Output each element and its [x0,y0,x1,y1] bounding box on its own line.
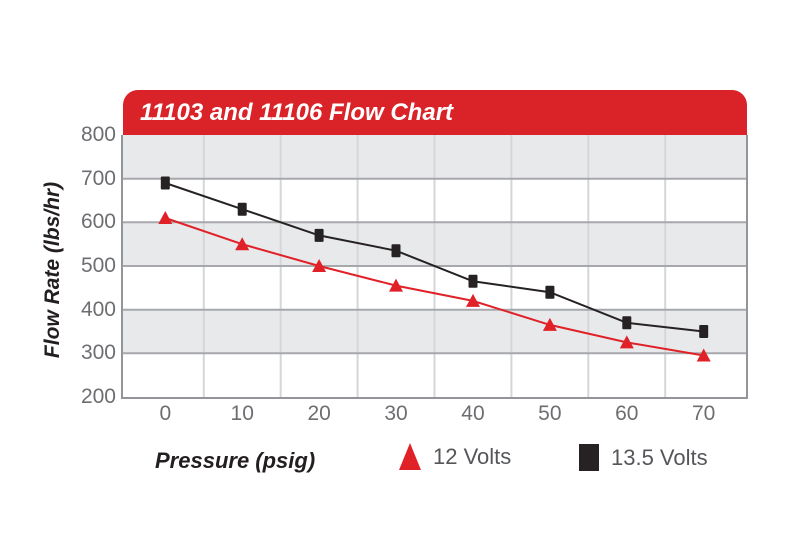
legend-item-13-5-volts: 13.5 Volts [579,444,708,471]
y-tick-label: 600 [80,210,116,234]
square-data-marker [545,285,555,299]
legend-item-12-volts: 12 Volts [399,443,511,470]
triangle-data-marker [619,335,634,349]
y-tick-label: 300 [80,341,116,365]
x-axis-label: Pressure (psig) [155,448,316,473]
triangle-data-marker [466,293,480,307]
chart-title-banner: 11103 and 11106 Flow Chart [123,90,747,136]
x-tick-label: 10 [230,402,254,425]
x-tick-label: 40 [461,402,485,425]
x-tick-label: 20 [307,402,331,425]
y-tick-label: 500 [80,254,116,277]
series-line-square [164,182,704,333]
triangle-data-marker [389,278,403,292]
chart-title: 11103 and 11106 Flow Chart [140,99,454,126]
y-tick-label: 700 [80,166,116,190]
triangle-data-marker [696,348,711,362]
series-line-triangle [164,217,704,357]
y-tick-label: 800 [80,123,116,146]
triangle-data-marker [158,211,173,224]
square-marker-icon [579,444,599,471]
y-tick-label: 200 [80,385,116,408]
x-tick-label: 60 [615,402,639,425]
triangle-data-marker [312,259,327,272]
plot-area [121,135,748,399]
triangle-data-marker [235,237,250,251]
square-data-marker [699,325,709,338]
flow-chart-svg [123,135,746,397]
square-data-marker [391,244,401,258]
x-tick-label: 30 [384,402,408,425]
x-tick-label: 70 [692,402,716,425]
square-data-marker [314,228,324,242]
x-tick-label: 0 [159,402,172,425]
triangle-data-marker [542,317,557,331]
y-tick-label: 400 [80,297,116,321]
square-data-marker [160,176,170,190]
triangle-marker-icon [399,443,421,470]
legend-label-13-5-volts: 13.5 Volts [611,444,708,470]
x-tick-label: 50 [538,402,562,425]
square-data-marker [468,274,478,288]
y-axis-label: Flow Rate (lbs/hr) [41,181,64,359]
square-data-marker [622,316,632,330]
legend-label-12-volts: 12 Volts [433,443,512,469]
square-data-marker [237,202,247,216]
